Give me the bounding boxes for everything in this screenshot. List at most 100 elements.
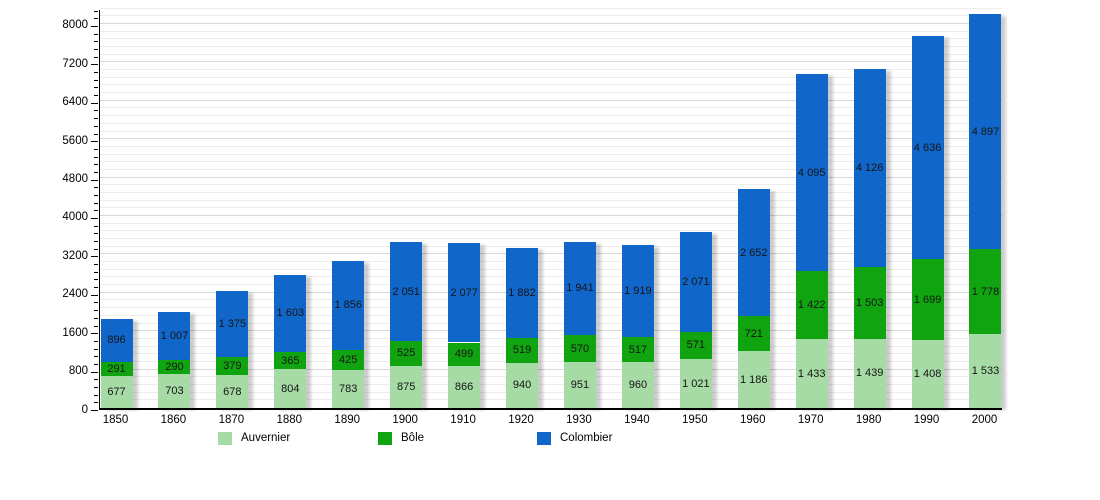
plot-area: 677 291 896 703 290 1 007 678 379 1 375 804 365 1 6… (99, 7, 1002, 410)
bar-value-label: 960 (628, 378, 648, 391)
bar-segment-colombier-1990 (911, 36, 944, 259)
y-minor-tick (94, 310, 98, 312)
grid-line-minor (100, 307, 1002, 309)
grid-line-minor (100, 184, 1002, 186)
y-minor-tick (94, 225, 98, 227)
grid-line-major (100, 176, 1002, 178)
y-tick-label: 4000 (62, 211, 88, 224)
grid-line-minor (100, 345, 1002, 347)
grid-line-minor (100, 360, 1002, 362)
bar-value-label: 570 (570, 342, 590, 355)
y-minor-tick (94, 279, 98, 281)
bar-value-label: 951 (570, 379, 590, 392)
bar-segment-colombier-1920 (506, 247, 539, 338)
grid-line-minor (100, 191, 1002, 193)
y-minor-tick (94, 49, 98, 51)
grid-line-minor (100, 261, 1002, 263)
legend-label-colombier: Colombier (560, 432, 613, 444)
bar-segment-ble-1880 (274, 351, 307, 370)
grid-line-minor (100, 284, 1002, 286)
grid-line-minor (100, 207, 1002, 209)
bar-value-label: 1 533 (971, 365, 1000, 378)
grid-line-minor (100, 391, 1002, 393)
bar-value-label: 1 503 (855, 296, 884, 309)
grid-line-minor (100, 84, 1002, 86)
bar-segment-auvernier-1860 (158, 374, 191, 408)
legend-item-colombier: Colombier (537, 430, 612, 446)
y-tick-label: 5600 (62, 134, 88, 147)
bar-value-label: 1 882 (508, 286, 536, 299)
bar-segment-colombier-1910 (448, 242, 481, 343)
bar-value-label: 517 (628, 343, 648, 356)
grid-line-minor (100, 38, 1002, 40)
y-minor-tick (94, 317, 98, 319)
y-minor-tick (94, 156, 98, 158)
bar-value-label: 703 (165, 385, 184, 398)
bar-segment-colombier-1940 (621, 245, 654, 338)
y-minor-tick (94, 164, 98, 166)
y-minor-tick (94, 87, 98, 89)
grid-line-minor (100, 30, 1002, 32)
grid-line-major (100, 138, 1002, 140)
grid-line-minor (100, 238, 1002, 240)
y-minor-tick (94, 202, 98, 204)
y-minor-tick (94, 271, 98, 273)
bar-stack-1960: 1 186 721 2 652 (737, 189, 770, 408)
y-major-tick (91, 179, 98, 181)
bar-value-label: 4 126 (855, 161, 884, 174)
bar-value-label: 290 (165, 361, 184, 374)
legend-label-auvernier: Auvernier (241, 432, 291, 444)
y-minor-tick (94, 56, 98, 58)
bar-value-label: 571 (686, 339, 706, 352)
legend: Auvernier Bôle Colombier (0, 430, 1100, 450)
bar-segment-colombier-1960 (737, 189, 770, 317)
y-major-tick (91, 410, 98, 411)
y-minor-tick (94, 302, 98, 304)
bole-swatch-icon (378, 431, 392, 445)
bar-value-label: 1 375 (218, 318, 247, 331)
bar-segment-colombier-1870 (216, 291, 249, 358)
x-tick-label-1950: 1950 (682, 414, 708, 426)
y-minor-tick (94, 348, 98, 350)
bar-segment-auvernier-1890 (332, 370, 365, 408)
bar-segment-colombier-1930 (563, 241, 596, 335)
bar-value-label: 783 (339, 383, 358, 396)
bar-segment-auvernier-1930 (563, 362, 596, 408)
grid-line-minor (100, 399, 1002, 401)
bar-value-label: 2 071 (682, 275, 710, 288)
grid-line-minor (100, 353, 1002, 355)
bar-segment-auvernier-1850 (100, 375, 133, 408)
bar-segment-auvernier-1910 (448, 366, 481, 408)
bar-segment-colombier-1900 (390, 242, 423, 341)
grid-line-minor (100, 161, 1002, 163)
grid-line-minor (100, 7, 1002, 9)
bar-value-label: 1 856 (334, 299, 362, 312)
bar-segment-colombier-1880 (274, 274, 307, 352)
legend-label-bole: Bôle (401, 432, 425, 444)
x-tick-label-1970: 1970 (797, 414, 824, 426)
bar-segment-ble-1870 (216, 357, 249, 376)
grid-line-minor (100, 299, 1002, 301)
y-tick-label: 3200 (62, 249, 88, 262)
bar-segment-auvernier-1990 (911, 340, 944, 408)
legend-item-auvernier: Auvernier (218, 430, 290, 446)
bar-value-label: 4 095 (797, 166, 826, 179)
x-tick-label-1880: 1880 (276, 414, 303, 426)
bar-segment-ble-1970 (795, 270, 828, 340)
grid-line-major (100, 368, 1002, 370)
y-tick-label: 2400 (62, 288, 88, 301)
bar-segment-auvernier-1880 (274, 369, 307, 408)
bar-value-label: 379 (223, 360, 242, 373)
y-minor-tick (94, 356, 98, 358)
bar-segment-ble-1960 (737, 316, 770, 352)
bar-segment-colombier-1850 (100, 318, 133, 362)
grid-line-minor (100, 115, 1002, 117)
y-tick-label: 6400 (62, 96, 88, 109)
grid-line-major (100, 330, 1002, 332)
y-tick-label: 0 (81, 403, 88, 416)
y-minor-tick (94, 18, 98, 20)
y-minor-tick (94, 72, 98, 74)
bar-segment-auvernier-1900 (390, 366, 423, 408)
x-tick-label-1900: 1900 (392, 414, 418, 426)
